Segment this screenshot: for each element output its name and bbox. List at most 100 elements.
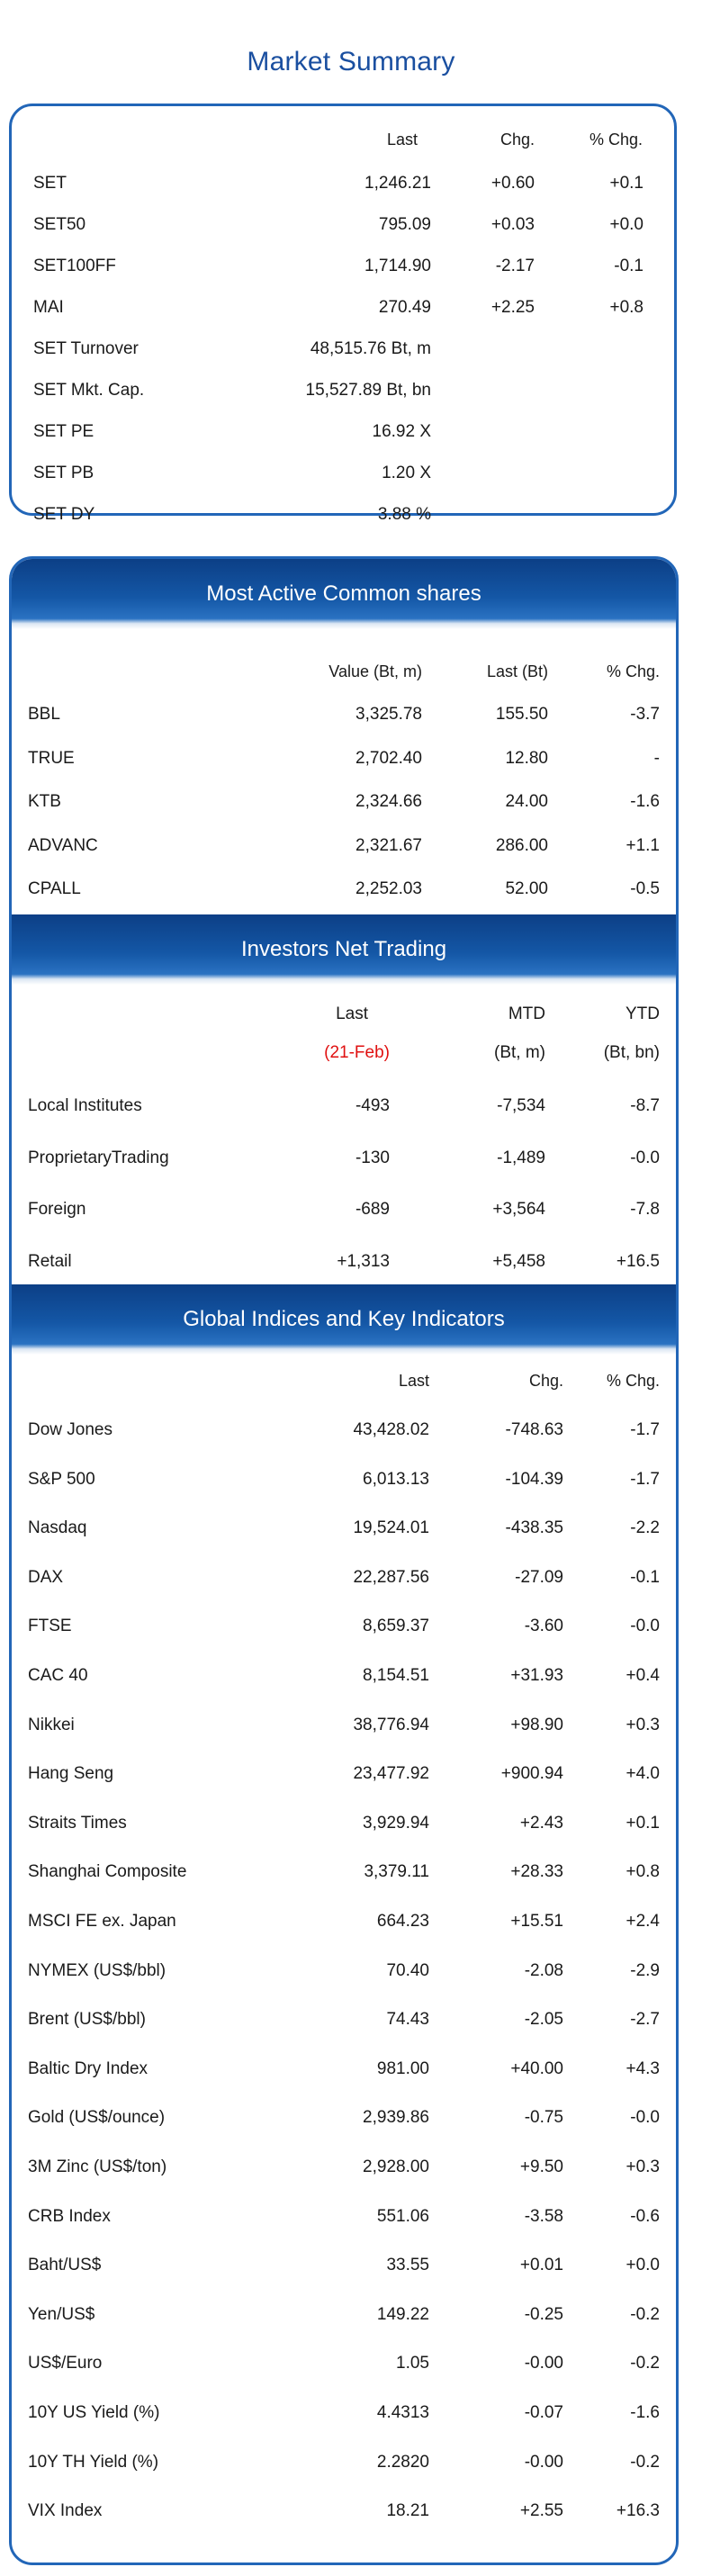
indicator-pct-chg: -0.2 <box>630 2304 660 2324</box>
indicator-name: DAX <box>28 1567 64 1587</box>
indicator-last: 149.22 <box>376 2304 429 2324</box>
indicator-last: 74.43 <box>386 2010 429 2030</box>
indicator-last: 8,659.37 <box>363 1617 429 1636</box>
col-header-last: Last <box>386 131 418 149</box>
indicator-name: Brent (US$/bbl) <box>28 2010 146 2030</box>
share-last: 52.00 <box>505 879 548 898</box>
indicator-pct-chg: +4.0 <box>626 1764 660 1784</box>
col-header-ytd: YTD <box>626 1004 660 1023</box>
indicator-name: Nikkei <box>28 1715 75 1734</box>
summary-name: MAI <box>33 298 64 317</box>
indicator-pct-chg: +16.3 <box>616 2501 660 2521</box>
indicator-name: Gold (US$/ounce) <box>28 2108 166 2128</box>
indicator-last: 551.06 <box>376 2206 429 2226</box>
summary-row: SET PE 16.92 X <box>12 416 674 448</box>
investor-type: Retail <box>28 1251 72 1271</box>
share-value: 2,324.66 <box>356 792 422 811</box>
indicator-chg: +31.93 <box>510 1666 563 1685</box>
share-symbol: TRUE <box>28 748 75 768</box>
summary-name: SET50 <box>33 215 86 234</box>
indicator-pct-chg: -1.7 <box>630 1469 660 1489</box>
summary-name: SET DY <box>33 505 95 524</box>
indicator-last: 70.40 <box>386 1960 429 1980</box>
global-row: DAX 22,287.56 -27.09 -0.1 <box>12 1562 676 1594</box>
indicator-last: 3,379.11 <box>364 1862 429 1882</box>
col-header-chg: Chg. <box>500 131 535 149</box>
indicator-chg: -0.00 <box>524 2354 563 2373</box>
indicator-name: FTSE <box>28 1617 72 1636</box>
indicator-last: 981.00 <box>376 2058 429 2078</box>
indicator-chg: +40.00 <box>510 2058 563 2078</box>
investor-type: Local Institutes <box>28 1096 142 1115</box>
indicator-chg: -0.75 <box>524 2108 563 2128</box>
summary-row: SET Mkt. Cap. 15,527.89 Bt, bn <box>12 374 674 407</box>
indicator-pct-chg: -0.0 <box>630 1617 660 1636</box>
summary-pct-chg: +0.8 <box>609 298 644 317</box>
indicator-last: 38,776.94 <box>353 1715 429 1734</box>
summary-row: SET50 795.09 +0.03 +0.0 <box>12 209 674 241</box>
share-last: 155.50 <box>495 705 548 724</box>
indicator-name: VIX Index <box>28 2501 103 2521</box>
investors-row: Local Institutes -493 -7,534 -8.7 <box>12 1090 676 1122</box>
most-active-title: Most Active Common shares <box>206 581 482 606</box>
indicator-name: Baltic Dry Index <box>28 2058 148 2078</box>
global-row: Nasdaq 19,524.01 -438.35 -2.2 <box>12 1512 676 1545</box>
indicator-pct-chg: +0.8 <box>626 1862 660 1882</box>
summary-name: SET Turnover <box>33 339 139 358</box>
indicator-pct-chg: -1.6 <box>630 2403 660 2422</box>
share-pct-chg: - <box>653 748 660 768</box>
global-header-row: Last Chg. % Chg. <box>12 1365 676 1396</box>
summary-name: SET <box>33 174 67 193</box>
indicator-last: 8,154.51 <box>363 1666 429 1685</box>
indicator-chg: +2.43 <box>519 1813 563 1833</box>
indicator-last: 22,287.56 <box>353 1567 429 1587</box>
indicator-pct-chg: -2.2 <box>630 1518 660 1538</box>
summary-last: 1.20 X <box>382 464 431 482</box>
col-header-last: Last <box>336 1004 368 1023</box>
indicator-pct-chg: -1.7 <box>630 1420 660 1439</box>
summary-last: 1,246.21 <box>364 174 431 193</box>
indicator-pct-chg: -0.0 <box>630 2108 660 2128</box>
indicator-last: 4.4313 <box>376 2403 429 2422</box>
indicator-chg: -104.39 <box>505 1469 563 1489</box>
global-header: Global Indices and Key Indicators <box>12 1284 676 1355</box>
global-title: Global Indices and Key Indicators <box>183 1307 505 1331</box>
indicator-last: 43,428.02 <box>353 1420 429 1439</box>
investor-mtd: -1,489 <box>497 1148 545 1167</box>
summary-pct-chg: +0.1 <box>609 174 644 193</box>
summary-pct-chg: +0.0 <box>609 215 644 234</box>
share-pct-chg: +1.1 <box>626 835 660 855</box>
col-header-pct-chg: % Chg. <box>606 1372 660 1390</box>
global-row: NYMEX (US$/bbl) 70.40 -2.08 -2.9 <box>12 1955 676 1987</box>
indicator-pct-chg: -0.2 <box>630 2452 660 2472</box>
global-row: Shanghai Composite 3,379.11 +28.33 +0.8 <box>12 1856 676 1888</box>
indicator-last: 2,939.86 <box>363 2108 429 2128</box>
indicator-last: 6,013.13 <box>363 1469 429 1489</box>
share-value: 2,702.40 <box>356 748 422 768</box>
summary-pct-chg: -0.1 <box>614 257 644 275</box>
global-row: US$/Euro 1.05 -0.00 -0.2 <box>12 2347 676 2380</box>
col-header-last: Last <box>398 1372 429 1390</box>
summary-row: SET PB 1.20 X <box>12 457 674 490</box>
summary-row: SET Turnover 48,515.76 Bt, m <box>12 333 674 365</box>
share-symbol: BBL <box>28 705 60 724</box>
investor-type: ProprietaryTrading <box>28 1148 169 1167</box>
investor-last: +1,313 <box>337 1251 390 1271</box>
indicator-last: 2,928.00 <box>363 2157 429 2176</box>
summary-name: SET100FF <box>33 257 116 275</box>
summary-row: SET DY 3.88 % <box>12 499 674 531</box>
indicator-name: S&P 500 <box>28 1469 95 1489</box>
most-active-row: KTB 2,324.66 24.00 -1.6 <box>12 786 676 818</box>
most-active-row: TRUE 2,702.40 12.80 - <box>12 743 676 775</box>
indicator-chg: -3.58 <box>524 2206 563 2226</box>
indicator-chg: -3.60 <box>524 1617 563 1636</box>
summary-chg: -2.17 <box>495 257 535 275</box>
investors-subheader-row: (21-Feb) (Bt, m) (Bt, bn) <box>12 1038 676 1068</box>
indicator-chg: +0.01 <box>519 2256 563 2275</box>
indicator-name: Dow Jones <box>28 1420 112 1439</box>
most-active-row: ADVANC 2,321.67 286.00 +1.1 <box>12 830 676 862</box>
indicator-last: 19,524.01 <box>353 1518 429 1538</box>
investor-ytd: -7.8 <box>630 1200 660 1219</box>
summary-last: 48,515.76 Bt, m <box>310 339 431 358</box>
indicator-chg: +2.55 <box>519 2501 563 2521</box>
